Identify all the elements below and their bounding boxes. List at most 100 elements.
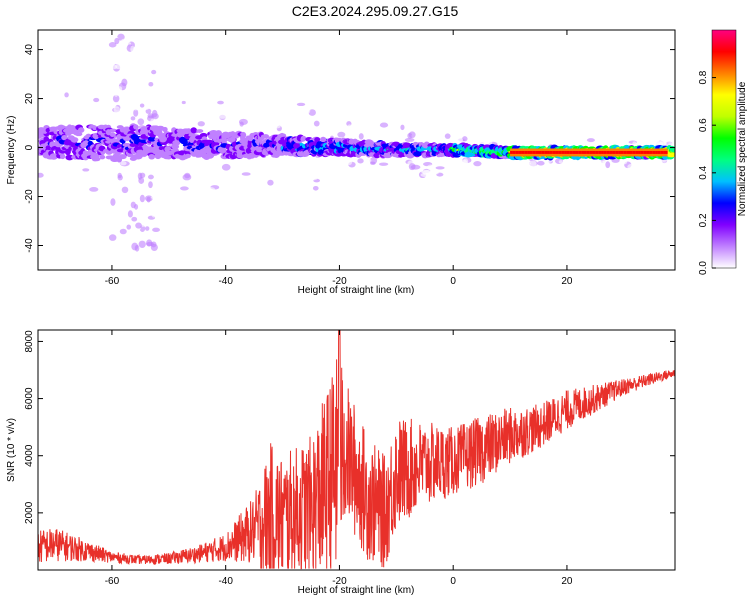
heatmap-cell [537,160,545,166]
heatmap-cell [114,37,120,45]
heatmap-cell [174,121,182,129]
heatmap-cell [138,240,146,249]
heatmap-cell [130,201,136,209]
heatmap-cell [299,123,307,129]
heatmap-cell [256,174,267,180]
heatmap-cell [148,153,156,160]
heatmap-cell [444,133,451,139]
heatmap-cell [372,168,381,174]
heatmap-cell [43,178,51,184]
heatmap-cell [296,102,306,107]
heatmap-cell [160,116,170,123]
heatmap-xtick-label: -60 [105,276,120,287]
colorbar-tick-label: 0.2 [698,213,709,227]
heatmap-cell [388,158,399,164]
heatmap-cell [370,161,376,165]
heatmap-cell [583,164,593,168]
heatmap-cell [626,150,631,154]
heatmap-cell [518,150,523,154]
heatmap-cell [402,142,412,149]
heatmap-xlabel: Height of straight line (km) [298,285,415,296]
heatmap-cell [130,45,135,53]
heatmap-cell [308,109,316,116]
heatmap-cell [150,243,158,251]
heatmap-cell [439,137,446,143]
heatmap-cell [70,196,80,201]
heatmap-cell [346,124,353,130]
heatmap-cell [197,121,205,127]
heatmap-cell [86,161,94,168]
heatmap-xtick-label: 20 [561,276,573,287]
heatmap-cell [151,76,160,84]
heatmap-cell [184,105,191,111]
heatmap-cell [135,222,142,229]
colorbar-tick-label: 0.0 [698,261,709,275]
heatmap-cell [669,145,675,152]
heatmap-cell [139,103,145,108]
heatmap-cell [627,163,637,170]
heatmap-cell [620,150,625,154]
heatmap-cell [97,185,103,190]
heatmap-cell [431,157,440,162]
heatmap-xtick-label: -20 [332,276,347,287]
heatmap-cell [659,161,664,168]
heatmap-cell [368,131,376,136]
heatmap-cell [268,99,276,104]
heatmap-cell [147,136,156,142]
heatmap-cell [150,201,156,208]
heatmap-cell [496,139,504,145]
heatmap-cell [448,126,454,132]
heatmap-cell [420,172,430,177]
heatmap-cell [125,200,132,207]
heatmap-cell [125,174,132,181]
heatmap-cell [124,195,130,201]
heatmap-cell [341,128,347,132]
heatmap-cell [489,163,495,169]
heatmap-cell [121,105,129,113]
heatmap-cell [108,234,117,241]
heatmap-cell [660,150,665,154]
heatmap-cell [139,194,145,203]
heatmap-cell [255,190,263,194]
heatmap-cell [636,163,642,167]
heatmap-cell [171,94,180,99]
heatmap-cell [232,177,237,183]
heatmap-cell [633,136,638,141]
heatmap-cell [316,190,326,196]
snr-xlabel: Height of straight line (km) [298,585,415,596]
heatmap-cell [229,136,236,142]
heatmap-cell [180,186,189,191]
heatmap-cell [497,161,502,169]
heatmap-cell [563,162,571,168]
heatmap-cell [377,128,385,135]
heatmap-cell [64,148,71,156]
heatmap-cell [55,119,65,125]
heatmap-cell [284,110,290,115]
heatmap-cell [335,170,342,177]
heatmap-cell [618,141,627,146]
snr-xtick-label: -60 [105,576,120,587]
heatmap-cell [104,189,110,196]
snr-ytick-label: 8000 [24,330,35,353]
heatmap-cell [131,62,136,69]
heatmap-cell [127,210,133,218]
heatmap-cell [364,120,370,126]
heatmap-cell [490,136,499,141]
heatmap-cell [242,105,252,109]
heatmap-cell [592,150,597,154]
heatmap-cell [74,199,83,204]
heatmap-cell [446,158,453,163]
heatmap-ytick-label: 20 [24,93,35,105]
heatmap-cell [448,161,458,166]
heatmap-cell [122,99,131,104]
heatmap-cell [311,105,321,110]
heatmap-cell [184,153,191,159]
heatmap-cell [319,156,325,162]
heatmap-cell [378,162,389,166]
heatmap-cell [216,95,226,102]
snr-ytick-label: 6000 [24,387,35,410]
heatmap-cell [649,150,654,154]
heatmap-cell [357,158,364,164]
heatmap-cell [352,125,362,131]
heatmap-cell [217,113,228,119]
